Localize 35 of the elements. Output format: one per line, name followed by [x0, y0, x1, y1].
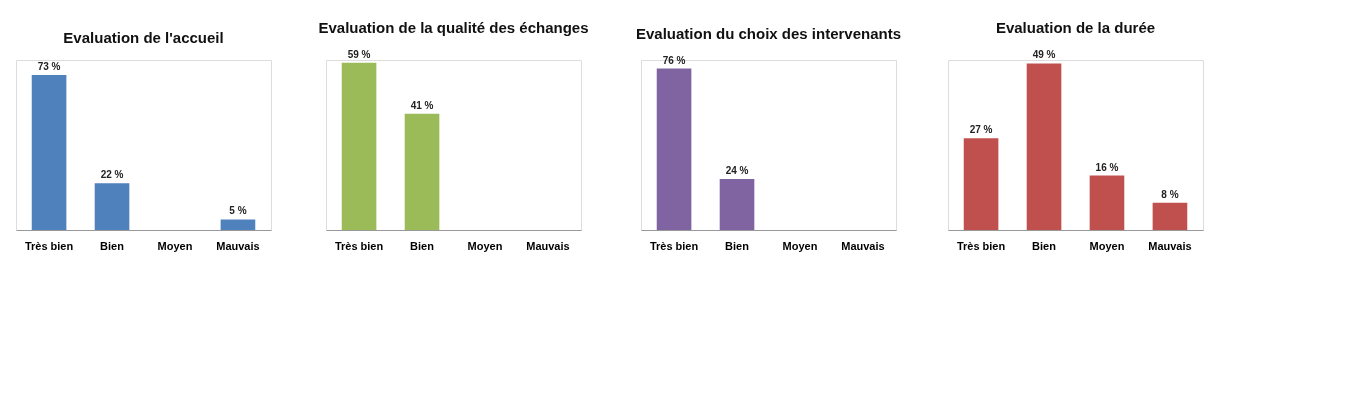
data-label: 73 %	[37, 60, 61, 72]
bar	[1152, 202, 1188, 230]
x-tick-label: Moyen	[157, 239, 193, 252]
data-label: 22 %	[100, 169, 124, 181]
data-label: 27 %	[969, 124, 993, 136]
x-tick-label: Bien	[100, 239, 125, 252]
x-tick-label: Très bien	[334, 239, 384, 252]
data-label: 16 %	[1095, 161, 1119, 173]
bar	[963, 138, 999, 230]
x-tick-label: Très bien	[649, 239, 699, 252]
x-tick-label: Bien	[1032, 239, 1057, 252]
data-label: 24 %	[725, 165, 749, 176]
data-label: 49 %	[1032, 49, 1056, 61]
data-label: 5 %	[229, 205, 247, 217]
x-tick-label: Moyen	[782, 239, 818, 252]
chart-title: Evaluation du choix des intervenants	[635, 24, 902, 42]
x-tick-label: Mauvais	[841, 239, 885, 252]
x-tick-label: Mauvais	[216, 239, 260, 252]
data-label: 76 %	[662, 54, 686, 66]
x-tick-label: Moyen	[467, 239, 503, 252]
bar	[1026, 63, 1062, 230]
data-label: 59 %	[347, 48, 371, 60]
x-tick-label: Très bien	[956, 239, 1006, 252]
x-tick-label: Moyen	[1089, 239, 1125, 252]
chart-title: Evaluation de la qualité des échanges	[318, 18, 589, 36]
bar	[1089, 175, 1125, 230]
data-label: 8 %	[1161, 188, 1179, 200]
x-tick-label: Mauvais	[526, 239, 570, 252]
chart-title: Evaluation de la durée	[995, 19, 1156, 37]
x-tick-label: Bien	[410, 239, 435, 252]
x-tick-label: Très bien	[24, 239, 74, 252]
chart-title: Evaluation de l'accueil	[63, 29, 224, 46]
data-label: 41 %	[410, 99, 434, 111]
x-tick-label: Bien	[725, 239, 750, 252]
x-tick-label: Mauvais	[1148, 239, 1192, 252]
